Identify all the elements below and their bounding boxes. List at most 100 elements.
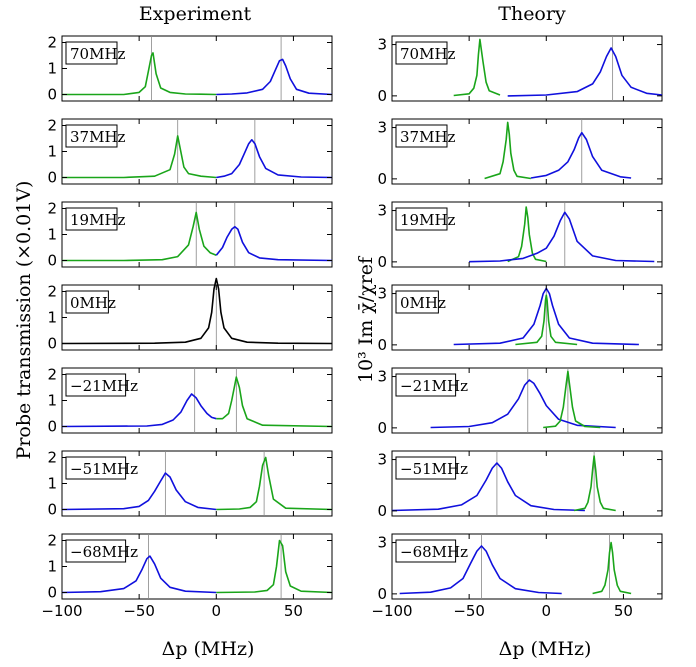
panel-label-box [65, 539, 127, 563]
y-tick-label: 2 [47, 117, 57, 135]
y-tick-label: 0 [47, 335, 57, 353]
y-tick-label: 1 [47, 309, 57, 327]
panel-label-box [65, 124, 118, 148]
panel-exp-6: 0 1 2 −68MHz −100 −50 0 50 [41, 532, 333, 620]
panel-frame [391, 201, 663, 268]
panel-theory-0: 0 3 70MHz [377, 35, 663, 105]
series-line-green [507, 206, 547, 263]
panel-theory-3: 0 3 0MHz [377, 284, 663, 354]
series-line-black [61, 277, 333, 345]
y-tick-label: 0 [47, 584, 57, 602]
y-tick-label: 0 [377, 336, 387, 354]
panel-frame [391, 35, 663, 102]
series-line-blue [216, 139, 333, 179]
right-y-axis-label: 10³ Im χ̄/χref [355, 255, 377, 383]
panel-exp-0: 0 1 2 70MHz [47, 34, 333, 104]
panel-label: −21MHz [400, 377, 468, 395]
y-tick-label: 2 [47, 34, 57, 52]
series-line-blue [399, 545, 562, 595]
y-tick-label: 2 [47, 532, 57, 550]
panel-frame [391, 284, 663, 351]
series-line-green [573, 455, 616, 512]
panel-frame [391, 450, 663, 517]
x-tick-label: −50 [453, 602, 485, 620]
panel-theory-1: 0 3 37MHz [377, 118, 663, 188]
panel-label-box [65, 207, 118, 231]
panel-exp-3: 0 1 2 0MHz [47, 277, 333, 353]
panel-label: −51MHz [70, 460, 138, 478]
left-x-axis-label: Δp (MHz) [162, 638, 255, 660]
series-line-blue [216, 58, 333, 96]
y-tick-label: 0 [47, 501, 57, 519]
panel-theory-6: 0 3 −68MHz −100 −50 0 50 [371, 533, 663, 620]
y-tick-label: 2 [47, 449, 57, 467]
panel-exp-5: 0 1 2 −51MHz [47, 449, 333, 519]
y-tick-label: 1 [47, 226, 57, 244]
y-tick-label: 3 [377, 36, 387, 54]
y-tick-label: 3 [377, 451, 387, 469]
y-tick-label: 0 [377, 170, 387, 188]
panel-label-box [65, 373, 127, 397]
series-line-blue [61, 393, 217, 428]
panel-label-box [395, 290, 439, 314]
panel-label-box [395, 207, 448, 231]
panel-label: 19MHz [400, 211, 456, 229]
x-tick-label: −100 [41, 602, 82, 620]
y-tick-label: 3 [377, 202, 387, 220]
panel-label-box [65, 290, 109, 314]
panel-frame [391, 533, 663, 600]
y-tick-label: 0 [377, 585, 387, 603]
y-tick-label: 1 [47, 60, 57, 78]
series-line-blue [530, 131, 632, 179]
panel-label: 0MHz [400, 294, 446, 312]
x-tick-label: −50 [123, 602, 155, 620]
series-line-green [515, 294, 578, 346]
right-column-title: Theory [498, 3, 566, 25]
panel-label: 0MHz [70, 294, 116, 312]
y-tick-label: 3 [377, 368, 387, 386]
y-tick-label: 1 [47, 143, 57, 161]
series-line-green [62, 135, 217, 179]
right-x-axis-label: Δp (MHz) [499, 638, 592, 660]
panel-label: 19MHz [70, 211, 126, 229]
series-line-blue [215, 225, 333, 262]
panel-label: −68MHz [400, 543, 468, 561]
panel-label-box [395, 124, 448, 148]
panel-label-box [65, 456, 127, 480]
panel-theory-5: 0 3 −51MHz [377, 450, 663, 520]
series-line-green [216, 376, 333, 428]
panel-label-box [395, 41, 448, 65]
y-tick-label: 2 [47, 283, 57, 301]
series-line-green [543, 370, 601, 429]
y-tick-label: 0 [47, 169, 57, 187]
series-line-green [216, 456, 333, 511]
series-line-green [62, 211, 217, 262]
panel-label: −21MHz [70, 377, 138, 395]
panel-frame [391, 118, 663, 185]
series-line-blue [61, 555, 217, 594]
y-tick-label: 3 [377, 534, 387, 552]
left-y-axis-label: Probe transmission (×0.01V) [13, 181, 35, 460]
y-tick-label: 2 [47, 366, 57, 384]
panel-theory-2: 0 3 19MHz [377, 201, 663, 271]
y-tick-label: 3 [377, 119, 387, 137]
panel-label: −68MHz [70, 543, 138, 561]
panel-exp-4: 0 1 2 −21MHz [47, 366, 333, 436]
panel-exp-2: 0 1 2 19MHz [47, 200, 333, 270]
y-tick-label: 0 [377, 502, 387, 520]
series-line-blue [430, 379, 616, 429]
left-column-title: Experiment [139, 3, 252, 25]
panel-frame [391, 367, 663, 434]
panel-group: 0 1 2 70MHz 0 1 2 37MHz 0 1 2 19MHz 0 1 2 0MHz 0 1 2 −21MHz… [41, 34, 663, 620]
x-tick-label: 50 [284, 602, 303, 620]
y-tick-label: 1 [47, 475, 57, 493]
panel-label: 70MHz [70, 45, 126, 63]
series-line-blue [391, 462, 585, 512]
panel-label: 37MHz [70, 128, 126, 146]
x-tick-label: 0 [542, 602, 552, 620]
y-tick-label: 2 [47, 200, 57, 218]
x-tick-label: −100 [371, 602, 412, 620]
panel-label: 37MHz [400, 128, 456, 146]
panel-exp-1: 0 1 2 37MHz [47, 117, 333, 187]
